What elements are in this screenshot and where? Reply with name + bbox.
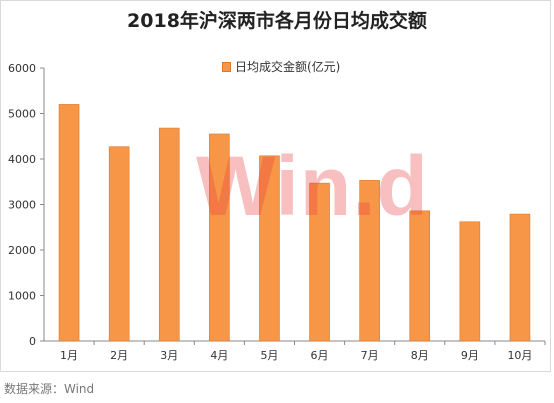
y-tick-label: 2000 bbox=[8, 244, 36, 257]
y-tick-label: 4000 bbox=[8, 153, 36, 166]
watermark-logo: Win.d bbox=[196, 139, 429, 233]
y-tick-label: 6000 bbox=[8, 62, 36, 75]
x-tick-label: 8月 bbox=[411, 349, 429, 362]
x-tick-label: 5月 bbox=[260, 349, 278, 362]
bar bbox=[108, 146, 130, 342]
bar bbox=[409, 210, 431, 342]
chart-frame bbox=[0, 0, 551, 372]
y-tick-label: 5000 bbox=[8, 108, 36, 121]
x-tick-label: 1月 bbox=[60, 349, 78, 362]
legend-swatch bbox=[222, 61, 231, 72]
legend: 日均成交金额(亿元) bbox=[222, 58, 340, 75]
bar bbox=[459, 221, 481, 342]
bar bbox=[359, 180, 380, 342]
x-tick-label: 7月 bbox=[361, 349, 379, 362]
chart-title: 2018年沪深两市各月份日均成交额 bbox=[127, 10, 427, 32]
x-tick-label: 9月 bbox=[461, 349, 479, 362]
bar bbox=[509, 213, 531, 342]
legend-label: 日均成交金额(亿元) bbox=[235, 60, 341, 74]
x-tick-label: 10月 bbox=[507, 349, 532, 362]
bar bbox=[58, 104, 80, 342]
x-tick-label: 4月 bbox=[210, 349, 228, 362]
y-tick-label: 1000 bbox=[8, 290, 36, 303]
data-source: 数据来源：Wind bbox=[4, 382, 95, 396]
bar bbox=[158, 127, 180, 342]
x-tick-label: 2月 bbox=[110, 349, 128, 362]
y-tick-label: 0 bbox=[29, 335, 36, 348]
bar bbox=[209, 133, 230, 342]
x-tick-label: 3月 bbox=[160, 349, 178, 362]
y-tick-label: 3000 bbox=[8, 199, 36, 212]
x-tick-label: 6月 bbox=[311, 349, 329, 362]
bar bbox=[259, 155, 280, 342]
bar bbox=[309, 182, 330, 342]
